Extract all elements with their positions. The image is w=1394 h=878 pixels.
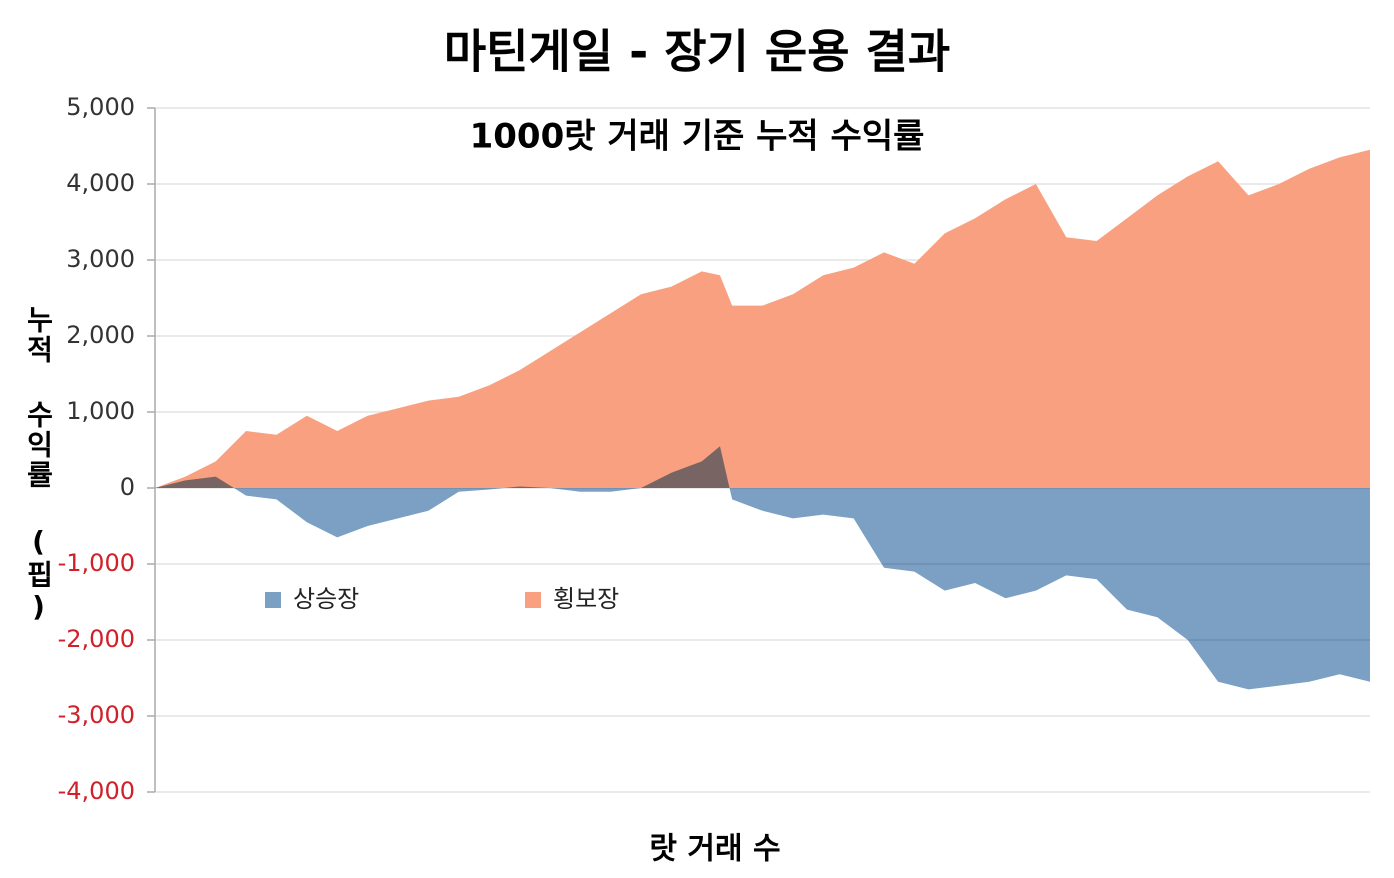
y-tick-label: 2,000	[66, 321, 135, 349]
y-tick-label: 1,000	[66, 397, 135, 425]
y-tick-label: 4,000	[66, 169, 135, 197]
y-tick-label: -1,000	[58, 549, 135, 577]
chart-subtitle: 1000랏 거래 기준 누적 수익률	[470, 117, 925, 157]
y-tick-label: 3,000	[66, 245, 135, 273]
chart-title: 마틴게일 - 장기 운용 결과	[444, 25, 950, 79]
legend-swatch	[265, 592, 281, 608]
x-axis-title: 랏 거래 수	[649, 832, 780, 867]
y-tick-label: -3,000	[58, 701, 135, 729]
y-axis-title: 누적 수익률 (핍)	[22, 305, 55, 625]
area	[155, 446, 1370, 690]
legend-swatch	[525, 592, 541, 608]
y-tick-label: -4,000	[58, 777, 135, 805]
y-tick-label: -2,000	[58, 625, 135, 653]
y-tick-label: 5,000	[66, 93, 135, 121]
y-tick-label: 0	[120, 473, 135, 501]
legend-label: 횡보장	[553, 585, 619, 613]
legend-label: 상승장	[293, 585, 359, 613]
area	[155, 149, 1370, 489]
